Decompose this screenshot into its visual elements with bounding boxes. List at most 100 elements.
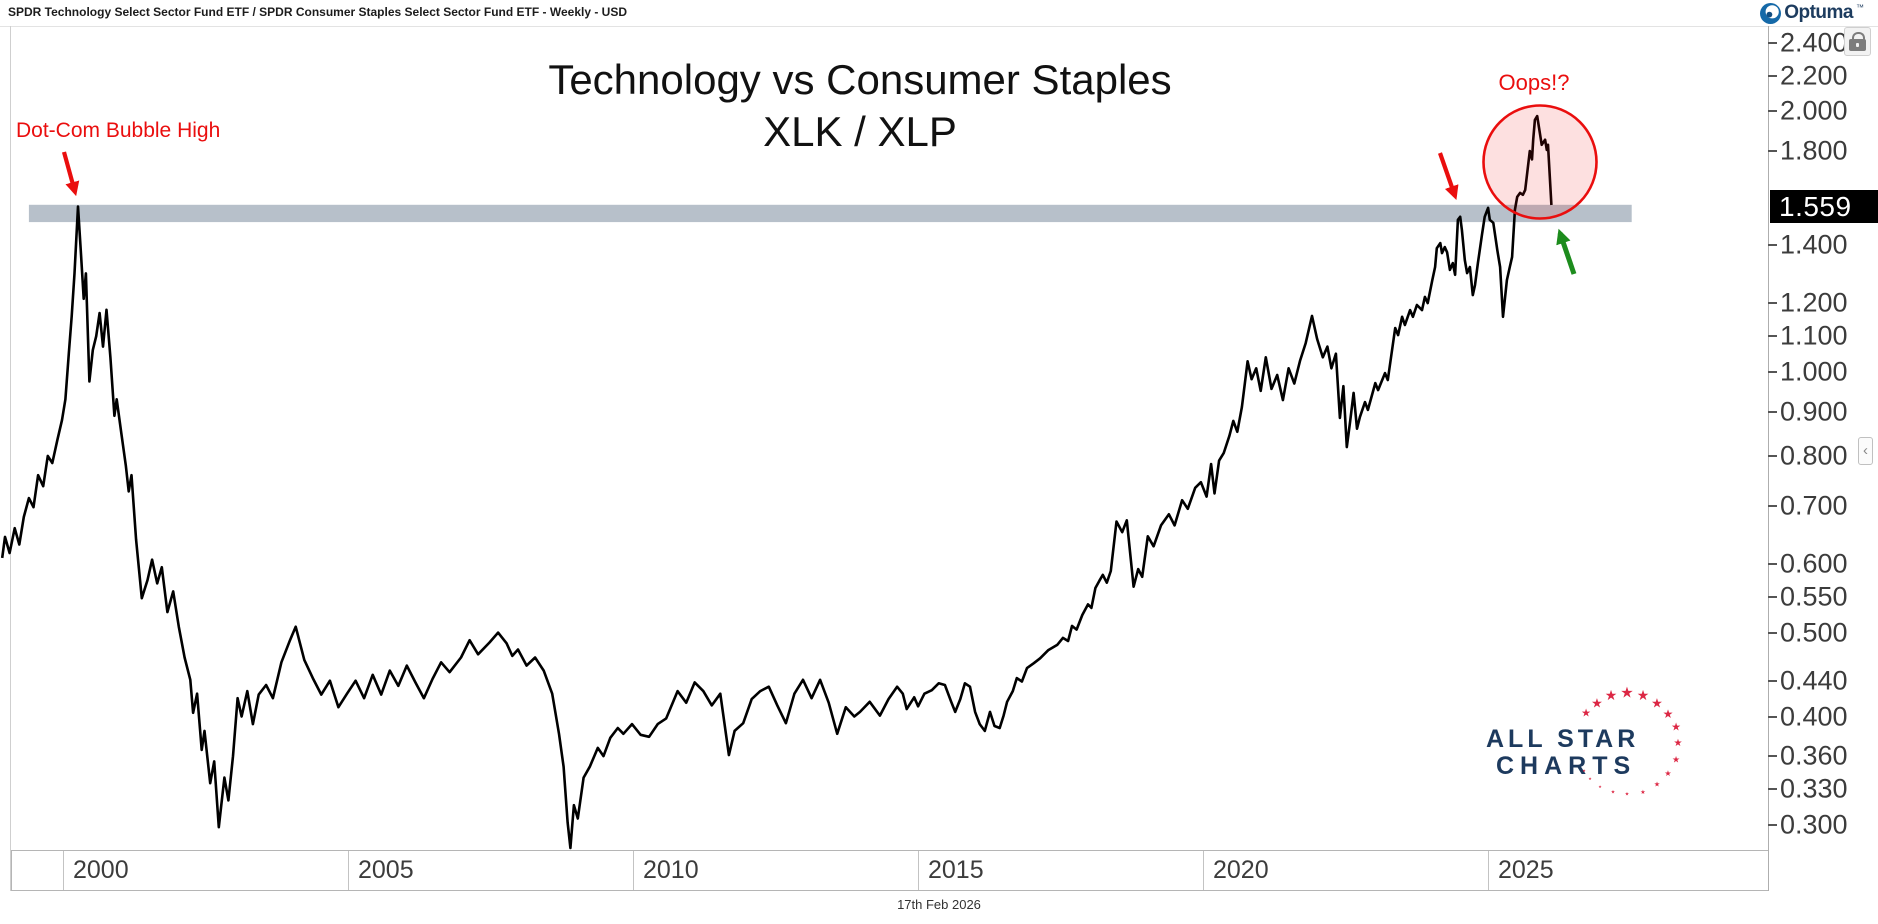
chart-subtitle: XLK / XLP <box>763 108 957 155</box>
x-year-separator <box>633 851 634 890</box>
y-tick-dash <box>1768 244 1777 246</box>
y-tick-label: 2.400 <box>1780 27 1848 58</box>
footer-date: 17th Feb 2026 <box>897 897 981 912</box>
star-icon: ★ <box>1636 687 1650 703</box>
y-tick-label: 0.800 <box>1780 440 1848 471</box>
y-tick-dash <box>1768 302 1777 304</box>
star-icon: ★ <box>1651 695 1663 711</box>
chart-title: Technology vs Consumer Staples <box>548 56 1172 103</box>
time-axis[interactable]: 2000 2005 2010 2015 2020 2025 <box>11 850 1768 891</box>
y-tick-label: 1.200 <box>1780 287 1848 318</box>
y-tick-label: 0.300 <box>1780 809 1848 840</box>
y-tick-dash <box>1768 455 1777 457</box>
star-icon: ★ <box>1653 781 1661 789</box>
support-retest-arrow-icon[interactable] <box>1556 228 1577 275</box>
x-year-separator <box>348 851 349 890</box>
star-icon: ★ <box>1620 684 1634 702</box>
star-icon: ★ <box>1662 707 1674 721</box>
y-tick-dash <box>1768 824 1777 826</box>
y-tick-dash <box>1768 755 1777 757</box>
dotcom-annotation-label[interactable]: Dot-Com Bubble High <box>16 119 221 142</box>
dotcom-arrow-icon[interactable] <box>61 151 80 197</box>
y-tick-dash <box>1768 632 1777 634</box>
allstarcharts-text-2: CHARTS <box>1496 752 1637 780</box>
plot-right-border <box>1768 26 1769 891</box>
y-tick-label: 0.900 <box>1780 396 1848 427</box>
star-icon: ★ <box>1610 789 1616 796</box>
x-year-label: 2010 <box>643 856 699 884</box>
y-tick-label: 0.330 <box>1780 773 1848 804</box>
y-tick-label: 0.440 <box>1780 665 1848 696</box>
lock-icon <box>1852 32 1865 42</box>
y-tick-dash <box>1768 716 1777 718</box>
star-icon: ★ <box>1582 768 1586 773</box>
star-icon: ★ <box>1591 695 1603 711</box>
y-tick-dash <box>1768 150 1777 152</box>
y-tick-dash <box>1768 596 1777 598</box>
y-tick-dash <box>1768 75 1777 77</box>
y-tick-label: 0.360 <box>1780 740 1848 771</box>
star-icon: ★ <box>1671 721 1681 734</box>
x-year-label: 2025 <box>1498 856 1554 884</box>
lock-button[interactable] <box>1844 27 1871 56</box>
y-tick-dash <box>1768 110 1777 112</box>
y-tick-label: 0.600 <box>1780 548 1848 579</box>
optuma-logo: Optuma ™ <box>1760 2 1864 24</box>
x-year-separator <box>63 851 64 890</box>
resistance-zone-band[interactable] <box>28 204 1632 223</box>
y-tick-label: 2.000 <box>1780 95 1848 126</box>
x-year-separator <box>1488 851 1489 890</box>
header-divider <box>0 26 1878 27</box>
y-tick-dash <box>1768 371 1777 373</box>
star-icon: ★ <box>1598 784 1602 789</box>
x-year-label: 2005 <box>358 856 414 884</box>
y-tick-label: 0.400 <box>1780 701 1848 732</box>
optuma-icon <box>1760 2 1782 24</box>
y-tick-dash <box>1768 563 1777 565</box>
chart-title-block: Technology vs Consumer Staples XLK / XLP <box>420 54 1300 158</box>
y-tick-dash <box>1768 505 1777 507</box>
star-icon: ★ <box>1671 754 1681 765</box>
x-year-separator <box>1203 851 1204 890</box>
star-icon: ★ <box>1604 687 1618 703</box>
plot-left-border <box>10 26 11 891</box>
optuma-wordmark: Optuma <box>1784 2 1853 23</box>
y-tick-label: 1.100 <box>1780 320 1848 351</box>
allstarcharts-text-1: ALL STAR <box>1486 725 1640 753</box>
y-tick-dash <box>1768 411 1777 413</box>
y-tick-label: 0.500 <box>1780 617 1848 648</box>
star-icon: ★ <box>1673 738 1683 749</box>
star-icon: ★ <box>1624 791 1630 798</box>
title-bar: SPDR Technology Select Sector Fund ETF /… <box>0 0 1878 25</box>
star-icon: ★ <box>1581 707 1591 720</box>
y-tick-label: 1.400 <box>1780 229 1848 260</box>
y-tick-label: 1.000 <box>1780 356 1848 387</box>
chevron-left-icon: ‹ <box>1863 442 1868 459</box>
y-tick-dash <box>1768 788 1777 790</box>
oops-annotation-label[interactable]: Oops!? <box>1498 70 1570 95</box>
optuma-trademark: ™ <box>1856 2 1864 12</box>
y-tick-label: 2.200 <box>1780 60 1848 91</box>
oops-circle-icon[interactable] <box>1482 104 1598 220</box>
resistance-touch-arrow-icon[interactable] <box>1438 152 1459 201</box>
y-tick-dash <box>1768 42 1777 44</box>
x-year-label: 2000 <box>73 856 129 884</box>
y-tick-dash <box>1768 335 1777 337</box>
x-year-label: 2015 <box>928 856 984 884</box>
star-icon: ★ <box>1664 769 1672 778</box>
x-year-label: 2020 <box>1213 856 1269 884</box>
star-icon: ★ <box>1588 776 1592 781</box>
y-tick-label: 0.700 <box>1780 490 1848 521</box>
y-tick-dash <box>1768 680 1777 682</box>
panel-collapse-toggle[interactable]: ‹ <box>1858 437 1873 465</box>
y-tick-label: 0.550 <box>1780 581 1848 612</box>
allstarcharts-logo: ALL STAR CHARTS ★ ★ ★ ★ ★ ★ ★ ★ ★ ★ ★ ★ ★ ★ ★ ★ ★ ★ <box>1470 683 1700 818</box>
last-price-label: 1.559 <box>1770 190 1878 223</box>
price-line <box>0 114 1553 850</box>
y-tick-label: 1.800 <box>1780 135 1848 166</box>
star-icon: ★ <box>1640 790 1646 796</box>
x-year-separator <box>918 851 919 890</box>
instrument-title: SPDR Technology Select Sector Fund ETF /… <box>8 5 628 19</box>
